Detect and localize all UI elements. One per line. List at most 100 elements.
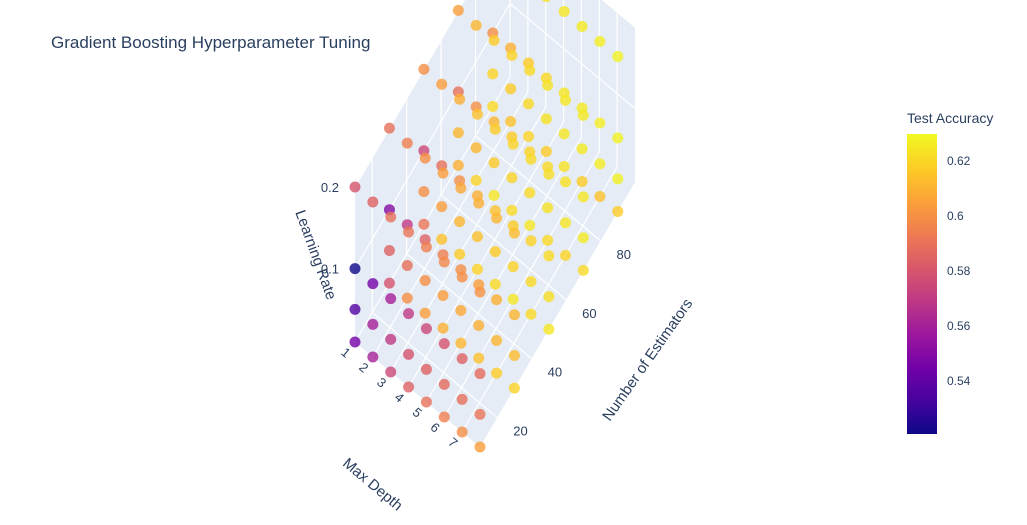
data-point — [576, 143, 588, 155]
data-point — [543, 250, 555, 262]
back-left-wall — [355, 0, 510, 342]
data-point — [612, 205, 624, 217]
data-point — [385, 211, 397, 223]
data-point — [454, 216, 466, 228]
data-point — [470, 174, 482, 186]
chart-title: Gradient Boosting Hyperparameter Tuning — [51, 33, 371, 52]
data-point — [452, 4, 464, 16]
data-point — [474, 408, 486, 420]
data-point — [367, 318, 379, 330]
data-point — [543, 291, 555, 303]
data-point — [401, 292, 413, 304]
data-point — [471, 108, 483, 120]
gridline — [440, 194, 567, 301]
data-point — [487, 100, 499, 112]
data-point — [420, 241, 432, 253]
data-point — [420, 396, 432, 408]
data-point — [489, 246, 501, 258]
data-point — [403, 226, 415, 238]
gridline — [354, 76, 511, 343]
data-point — [491, 294, 503, 306]
data-point — [349, 263, 361, 275]
data-point — [436, 233, 448, 245]
data-point — [577, 232, 589, 244]
data-point — [471, 231, 483, 243]
data-point — [401, 259, 413, 271]
data-point — [491, 334, 503, 346]
z-tick-label: 0.2 — [321, 180, 339, 195]
gridline — [372, 91, 529, 358]
data-point — [452, 159, 464, 171]
y-tick-label: 6 — [428, 419, 443, 435]
data-point — [542, 234, 554, 246]
gridline — [354, 0, 466, 188]
data-point — [543, 168, 555, 180]
data-point — [506, 172, 518, 184]
gridline — [601, 0, 636, 28]
data-point — [470, 142, 482, 154]
data-point — [540, 113, 552, 125]
data-point — [525, 276, 537, 288]
data-point — [594, 117, 606, 129]
data-point — [383, 277, 395, 289]
colorbar-tick: 0.58 — [947, 264, 971, 278]
y-tick-label: 1 — [338, 344, 353, 360]
data-point — [559, 94, 571, 106]
data-point — [542, 0, 551, 2]
data-point — [559, 176, 571, 188]
data-point — [349, 303, 361, 315]
data-point — [489, 278, 501, 290]
data-point — [524, 187, 536, 199]
data-point — [437, 289, 449, 301]
y-tick-label: 5 — [410, 404, 425, 420]
data-point — [474, 286, 486, 298]
y-tick-label: 2 — [356, 359, 371, 375]
x-tick-label: 20 — [513, 424, 527, 439]
data-point — [559, 217, 571, 229]
data-point — [418, 218, 430, 230]
data-point — [558, 5, 570, 17]
x-tick-label: 40 — [548, 365, 562, 380]
data-point — [437, 167, 449, 179]
colorbar-tick: 0.62 — [947, 154, 971, 168]
colorbar-tick: 0.54 — [947, 374, 971, 388]
gridline — [354, 3, 511, 269]
data-point — [473, 319, 485, 331]
data-point — [437, 322, 449, 334]
data-point — [508, 382, 520, 394]
data-point — [367, 278, 379, 290]
gridline — [406, 253, 533, 360]
data-point — [506, 49, 518, 61]
gridline — [425, 136, 582, 403]
data-point — [487, 68, 499, 80]
data-point — [507, 138, 519, 150]
data-point — [558, 160, 570, 172]
gridline — [443, 151, 600, 418]
data-point — [522, 130, 534, 142]
y-tick-label: 7 — [445, 434, 460, 450]
data-point — [418, 186, 430, 198]
gridline — [475, 135, 601, 242]
y-tick-label: 4 — [392, 389, 407, 405]
colorbar-title: Test Accuracy — [907, 110, 994, 126]
data-point — [454, 93, 466, 105]
data-point — [488, 34, 500, 46]
data-point — [438, 256, 450, 268]
colorbar-tick: 0.6 — [947, 209, 964, 223]
data-point — [474, 368, 486, 380]
y-axis-label: Max Depth — [339, 455, 406, 515]
data-point — [542, 202, 554, 214]
data-point — [418, 63, 430, 75]
data-point — [420, 363, 432, 375]
data-point — [473, 197, 485, 209]
data-point — [456, 353, 468, 365]
data-point — [455, 182, 467, 194]
data-point — [576, 20, 588, 32]
data-point — [525, 235, 537, 247]
axis-walls — [355, 0, 635, 447]
data-point — [542, 79, 554, 91]
gridline — [461, 166, 618, 433]
data-point — [349, 336, 361, 348]
data-point — [474, 441, 486, 453]
